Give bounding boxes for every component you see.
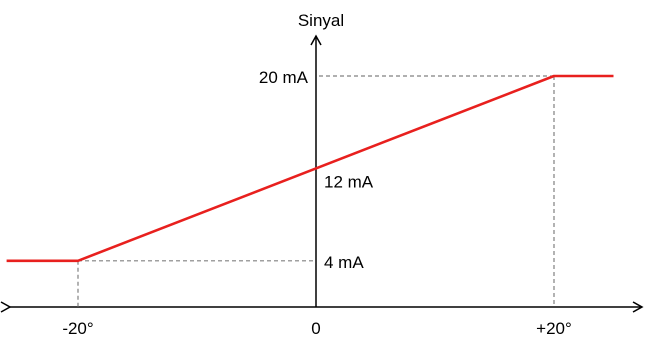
- x-tick-label-zero: 0: [311, 319, 320, 338]
- series-group: [6, 74, 614, 263]
- y-axis-title: Sinyal: [298, 11, 344, 30]
- x-tick-label-minus-20: -20°: [62, 319, 93, 338]
- y-tick-label-12ma: 12 mA: [324, 172, 374, 191]
- y-tick-label-20ma: 20 mA: [259, 68, 309, 87]
- signal-line-0: [6, 74, 614, 263]
- dashed-guides: [77, 75, 555, 307]
- y-tick-label-4ma: 4 mA: [324, 253, 364, 272]
- x-tick-label-plus-20: +20°: [536, 319, 572, 338]
